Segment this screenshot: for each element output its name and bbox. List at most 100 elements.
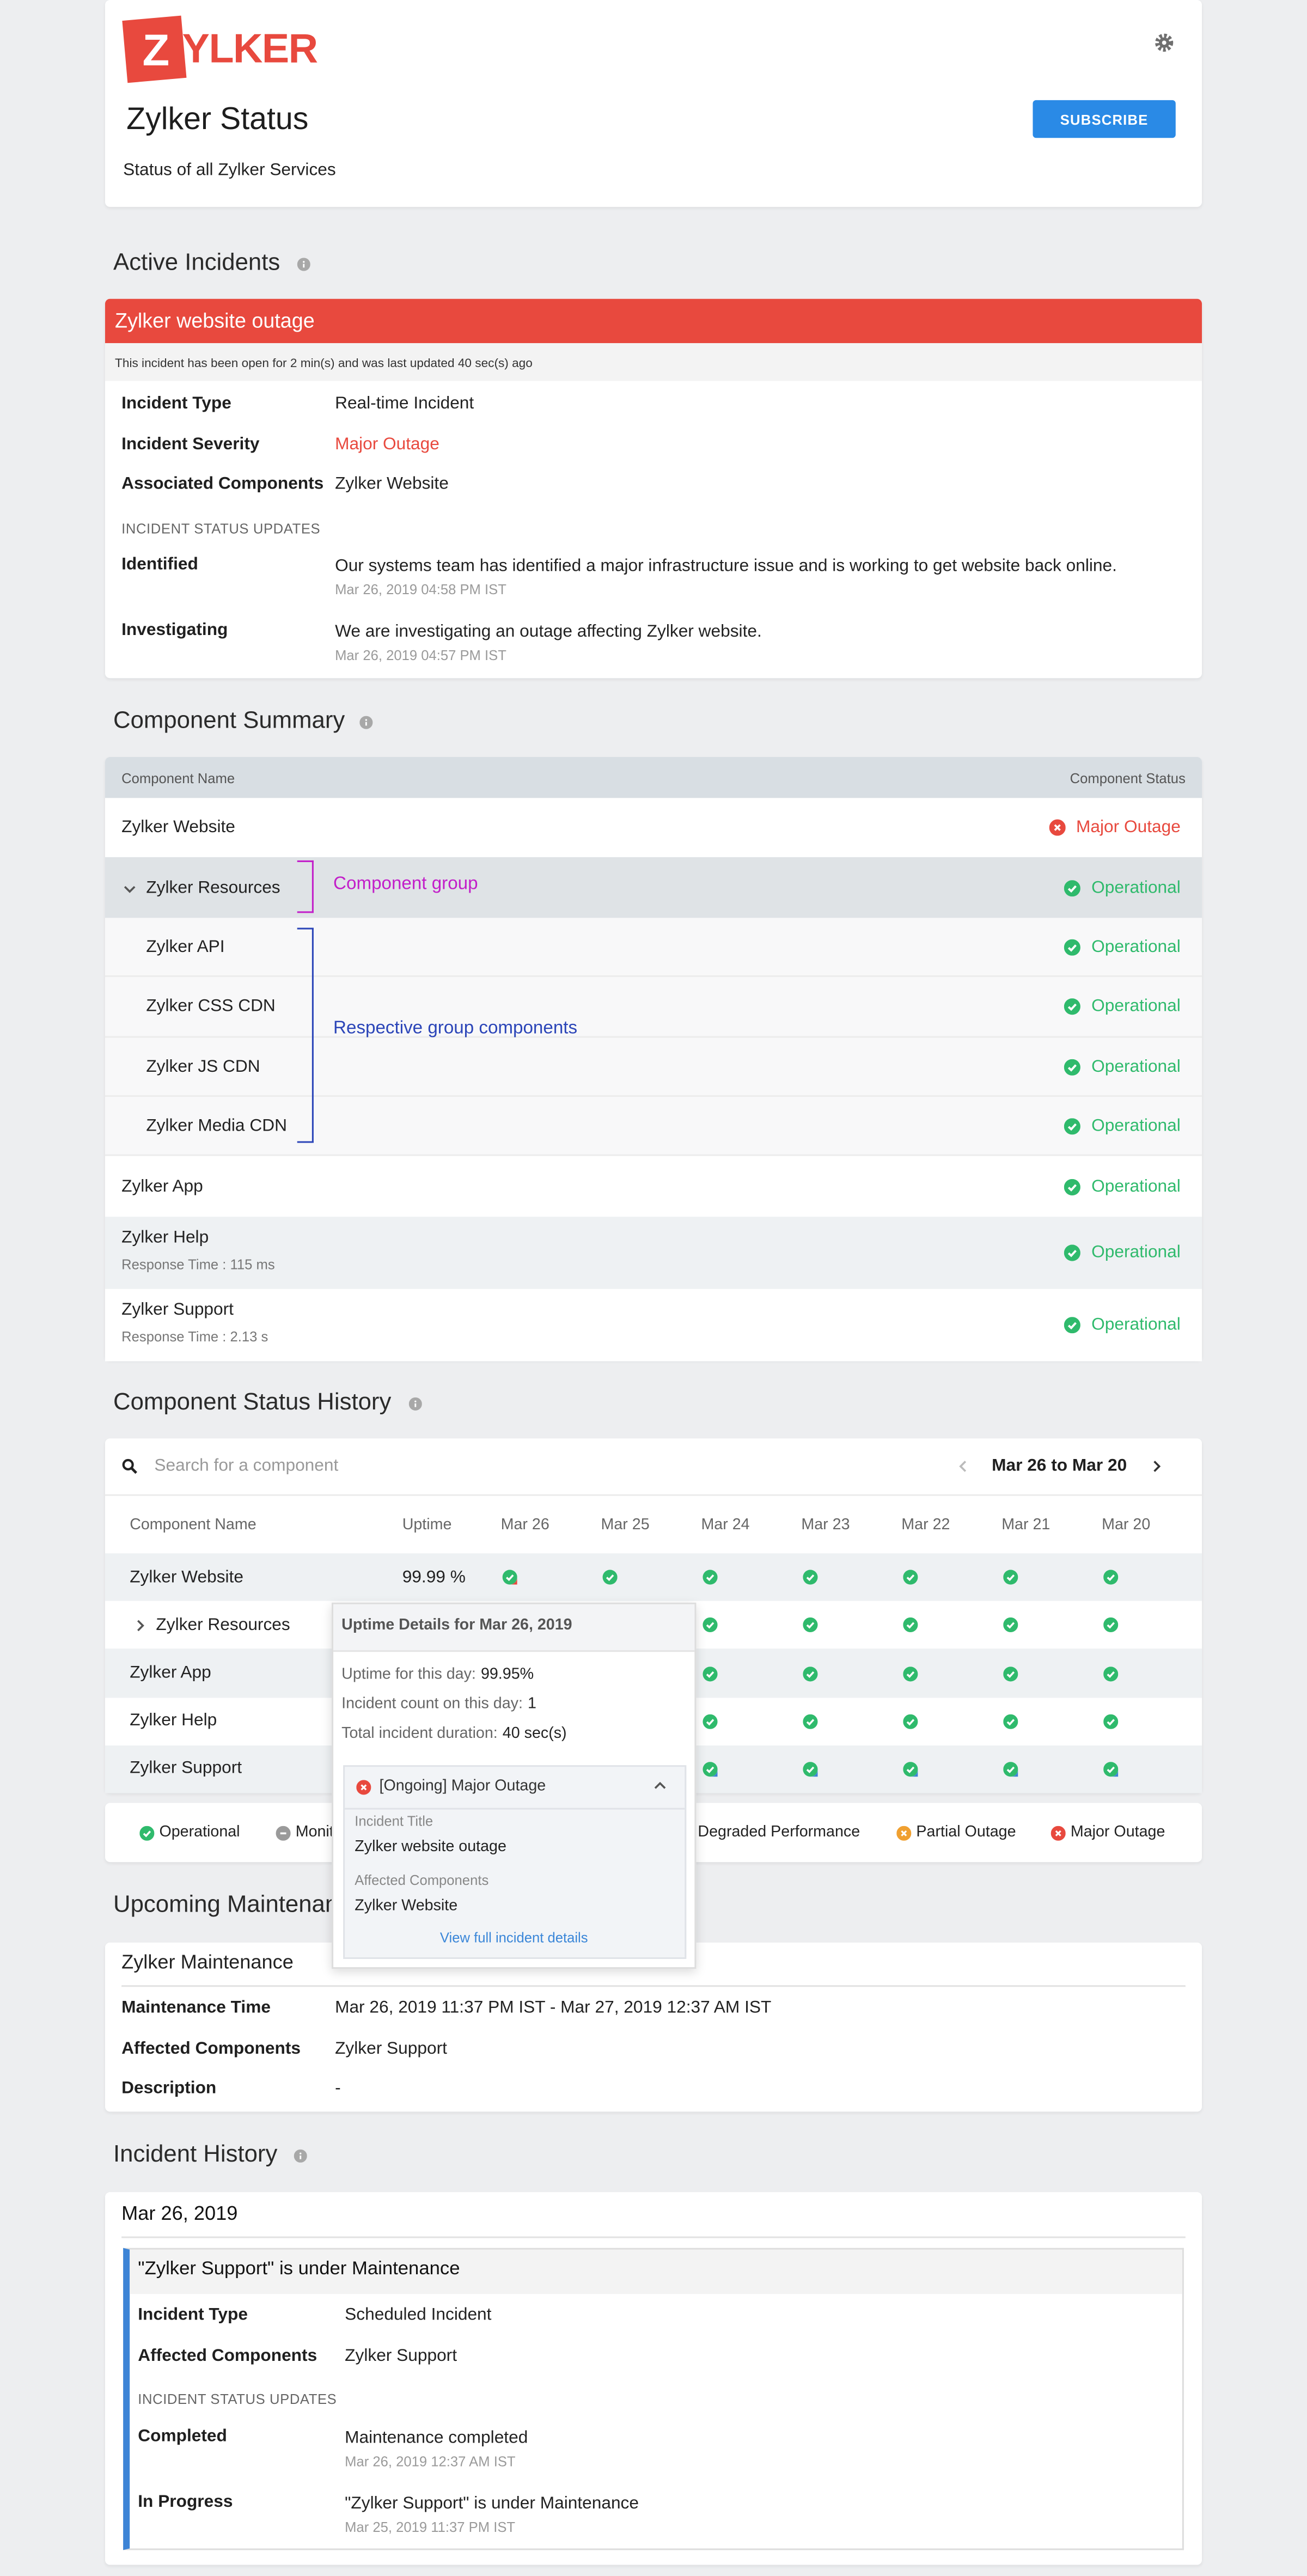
update-status: Identified: [121, 554, 198, 575]
chevron-graphic: [137, 1619, 144, 1631]
maintenance-divider: [121, 1985, 1186, 1987]
icon-circle: [138, 1825, 154, 1840]
section-heading: Active Incidents: [113, 250, 280, 277]
icon-graphic: [903, 1761, 918, 1777]
logo-letter: Z: [142, 26, 170, 76]
search-handle: [130, 1467, 137, 1474]
update-text: We are investigating an outage affecting…: [335, 621, 762, 642]
day-status: [1103, 1570, 1119, 1585]
expand-toggle: [123, 881, 136, 894]
day-status: [602, 1570, 618, 1585]
chevron-graphic: [959, 1461, 967, 1472]
component-status: Operational: [1091, 1116, 1181, 1137]
day-status: [903, 1665, 918, 1681]
search-input[interactable]: Search for a component: [154, 1456, 339, 1476]
popup-field-value: Zylker Website: [355, 1897, 458, 1915]
icon-circle: [903, 1570, 918, 1585]
check-mark: [506, 1574, 514, 1582]
icon-graphic: [1049, 820, 1066, 837]
section-heading: Component Status History: [113, 1389, 392, 1416]
update-text: "Zylker Support" is under Maintenance: [345, 2494, 639, 2514]
info-dot: [414, 1400, 417, 1402]
icon-graphic: [502, 1570, 517, 1585]
popup-incident: [343, 1765, 687, 1959]
icon-graphic: [1103, 1761, 1119, 1777]
icon-circle: [1064, 879, 1080, 896]
search-lens: [122, 1458, 134, 1471]
field-value: -: [335, 2078, 341, 2098]
icon-graphic: [355, 1779, 370, 1794]
check-mark: [1067, 1124, 1077, 1131]
check-mark: [1006, 1574, 1015, 1582]
gear-hole: [1162, 40, 1166, 45]
settings-icon[interactable]: [1155, 33, 1174, 52]
icon-graphic: [803, 1713, 818, 1729]
icon-circle: [1064, 999, 1080, 1016]
popup-header: [333, 1604, 695, 1652]
icon-graphic: [703, 1570, 718, 1585]
check-mark: [1006, 1622, 1015, 1629]
status-icon: [1064, 1118, 1080, 1135]
children-bracket: [297, 927, 314, 1143]
collapse-toggle: [654, 1780, 667, 1793]
incident-link[interactable]: View full incident details: [439, 1929, 588, 1946]
chevron-graphic: [1153, 1461, 1161, 1472]
icon-circle: [1003, 1713, 1018, 1729]
check-mark: [1107, 1718, 1115, 1725]
check-mark: [1067, 1249, 1077, 1257]
subscribe-button[interactable]: [1033, 100, 1176, 138]
icon-circle: [1103, 1617, 1119, 1633]
day-status: [803, 1761, 818, 1777]
icon-graphic: [803, 1665, 818, 1681]
cross-mark: [1054, 1829, 1061, 1836]
check-mark: [1107, 1766, 1115, 1773]
day-status: [1103, 1761, 1119, 1777]
component-status: Operational: [1091, 937, 1181, 957]
status-icon: [1064, 1244, 1080, 1261]
icon-circle: [1064, 1178, 1080, 1195]
icon-circle: [903, 1665, 918, 1681]
field-label: Affected Components: [138, 2345, 317, 2365]
update-status: Investigating: [121, 620, 228, 640]
legend-label: Operational: [159, 1823, 240, 1841]
annotation: Respective group components: [333, 1018, 578, 1039]
icon-graphic: [1064, 1316, 1080, 1333]
summary-row: [105, 798, 1202, 858]
icon-graphic: [803, 1570, 818, 1585]
chevron-graphic: [654, 1781, 666, 1789]
component-name: Zylker Resources: [146, 877, 280, 898]
icon-circle: [903, 1713, 918, 1729]
field-value: Real-time Incident: [335, 393, 474, 413]
section-heading: Upcoming Maintenance: [113, 1892, 364, 1919]
icon-graphic: [903, 1617, 918, 1633]
component-status: Operational: [1091, 1176, 1181, 1196]
icon-corner: [911, 1769, 918, 1777]
popup-stat: Total incident duration: 40 sec(s): [341, 1725, 566, 1743]
icon-circle: [1064, 1316, 1080, 1333]
check-mark: [1107, 1574, 1115, 1582]
incident-entry-header: [130, 2249, 1182, 2294]
component-status: Operational: [1091, 1314, 1181, 1334]
field-value: Zylker Support: [335, 2038, 447, 2058]
cross-mark: [1054, 825, 1061, 832]
check-mark: [1006, 1718, 1015, 1725]
update-text: Maintenance completed: [345, 2428, 528, 2448]
day-status: [803, 1713, 818, 1729]
field-label: Maintenance Time: [121, 1998, 271, 2018]
icon-graphic: [408, 1397, 422, 1411]
icon-corner: [510, 1578, 517, 1585]
page-title: Zylker Status: [126, 102, 309, 138]
icon-circle: [1003, 1761, 1018, 1777]
chevron-graphic: [124, 885, 136, 893]
incident-status-icon: [355, 1779, 370, 1794]
day-status: [1103, 1713, 1119, 1729]
chevron-line: [137, 1619, 144, 1631]
popup-stat: Uptime for this day: 99.95%: [341, 1665, 534, 1684]
popup-incident-title: [Ongoing] Major Outage: [379, 1777, 546, 1796]
legend-label: Degraded Performance: [698, 1823, 860, 1841]
day-status: [903, 1713, 918, 1729]
day-status: [803, 1570, 818, 1585]
component-name: Zylker API: [146, 937, 225, 957]
check-mark: [1067, 1004, 1077, 1012]
day-status: [1003, 1665, 1018, 1681]
